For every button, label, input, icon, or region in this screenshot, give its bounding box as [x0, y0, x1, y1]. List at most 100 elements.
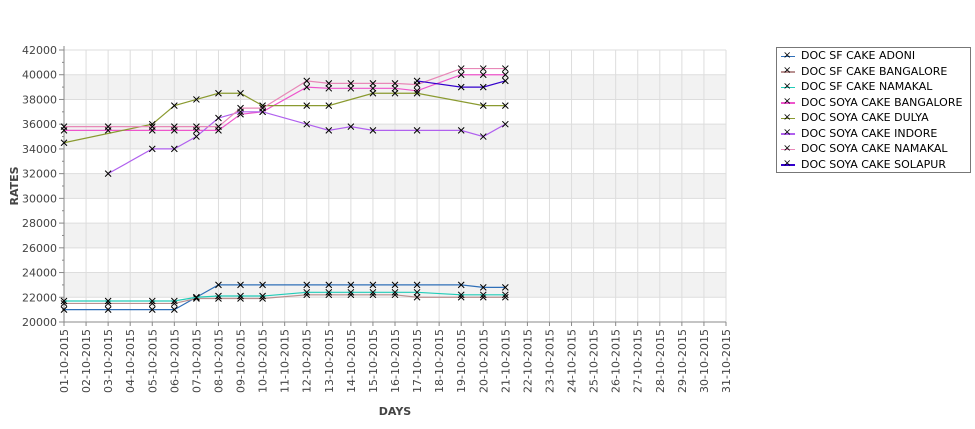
- data-point-marker: [303, 120, 311, 128]
- legend-item: × DOC SF CAKE NAMAKAL: [777, 79, 970, 95]
- y-tick-label: 24000: [22, 267, 57, 280]
- data-point-marker: [391, 281, 399, 289]
- data-point-marker: [237, 292, 244, 300]
- data-point-marker: [479, 83, 487, 91]
- data-point-marker: [215, 292, 222, 300]
- x-tick-label: 03-10-2015: [102, 329, 115, 393]
- y-tick-label: 26000: [22, 242, 57, 255]
- data-point-marker: [369, 281, 377, 289]
- data-point-marker: [303, 83, 311, 91]
- data-point-marker: [457, 281, 465, 289]
- x-tick-label: 26-10-2015: [610, 329, 623, 393]
- data-point-marker: [60, 139, 68, 147]
- data-point-marker: [237, 104, 244, 112]
- x-tick-label: 30-10-2015: [698, 329, 711, 393]
- data-point-marker: [237, 89, 244, 97]
- y-tick-label: 38000: [22, 93, 57, 106]
- data-point-marker: [170, 145, 178, 153]
- x-tick-label: 15-10-2015: [367, 329, 380, 393]
- x-tick-label: 25-10-2015: [588, 329, 601, 393]
- legend-swatch-icon: ×: [781, 50, 795, 61]
- data-point-marker: [193, 96, 200, 103]
- data-point-marker: [479, 65, 487, 72]
- data-point-marker: [391, 84, 399, 92]
- x-tick-label: 14-10-2015: [345, 329, 358, 393]
- data-point-marker: [457, 127, 465, 134]
- data-point-marker: [148, 123, 156, 131]
- x-tick-label: 22-10-2015: [521, 329, 534, 393]
- data-point-marker: [413, 77, 421, 85]
- y-tick-label: 22000: [22, 291, 57, 304]
- data-point-marker: [237, 281, 244, 289]
- data-point-marker: [391, 89, 399, 97]
- legend-item: × DOC SOYA CAKE SOLAPUR: [777, 157, 970, 173]
- data-point-marker: [413, 89, 421, 97]
- x-tick-label: 19-10-2015: [455, 329, 468, 393]
- data-point-marker: [457, 65, 465, 72]
- data-point-marker: [501, 291, 509, 299]
- y-tick-label: 30000: [22, 192, 57, 205]
- data-point-marker: [259, 292, 266, 300]
- x-tick-label: 29-10-2015: [676, 329, 689, 393]
- y-tick-label: 32000: [22, 168, 57, 181]
- x-tick-label: 31-10-2015: [720, 329, 733, 393]
- x-tick-label: 04-10-2015: [124, 329, 137, 393]
- data-point-marker: [347, 84, 355, 92]
- series-line: [63, 92, 506, 144]
- data-point-marker: [148, 306, 156, 313]
- x-tick-label: 28-10-2015: [654, 329, 667, 393]
- data-point-marker: [369, 84, 377, 92]
- data-point-marker: [413, 288, 421, 296]
- legend-label: DOC SF CAKE BANGALORE: [801, 64, 948, 78]
- data-point-marker: [303, 77, 311, 85]
- x-tick-label: 27-10-2015: [632, 329, 645, 393]
- data-point-marker: [413, 127, 421, 134]
- legend-label: DOC SOYA CAKE NAMAKAL: [801, 142, 948, 155]
- legend-item: × DOC SF CAKE ADONI: [777, 48, 970, 64]
- data-point-marker: [347, 281, 355, 289]
- y-tick-label: 34000: [22, 143, 57, 156]
- data-point-marker: [259, 281, 266, 289]
- data-point-marker: [391, 288, 399, 296]
- data-point-marker: [501, 77, 509, 85]
- y-tick-label: 40000: [22, 69, 57, 82]
- x-tick-label: 18-10-2015: [433, 329, 446, 393]
- legend-swatch-icon: ×: [781, 112, 795, 123]
- data-point-marker: [501, 102, 509, 109]
- data-point-marker: [148, 145, 156, 153]
- x-tick-label: 11-10-2015: [279, 329, 292, 393]
- x-tick-label: 23-10-2015: [543, 329, 556, 393]
- x-tick-label: 08-10-2015: [212, 329, 225, 393]
- data-point-marker: [457, 83, 465, 91]
- y-tick-label: 28000: [22, 217, 57, 230]
- y-tick-label: 42000: [22, 44, 57, 57]
- x-tick-label: 21-10-2015: [499, 329, 512, 393]
- data-point-marker: [347, 80, 355, 87]
- data-point-marker: [215, 123, 222, 131]
- data-point-marker: [104, 170, 112, 177]
- legend-label: DOC SF CAKE NAMAKAL: [801, 80, 933, 93]
- data-point-marker: [501, 120, 509, 128]
- legend-swatch-icon: ×: [781, 158, 795, 169]
- data-point-marker: [193, 133, 200, 140]
- data-point-marker: [479, 291, 487, 299]
- x-axis-label: DAYS: [379, 405, 412, 418]
- x-tick-label: 09-10-2015: [235, 329, 248, 393]
- data-point-marker: [391, 80, 399, 87]
- data-point-marker: [303, 281, 311, 289]
- y-tick-label: 20000: [22, 316, 57, 329]
- legend-item: × DOC SF CAKE BANGALORE: [777, 64, 970, 80]
- legend-swatch-icon: ×: [781, 81, 795, 92]
- data-point-marker: [325, 102, 333, 109]
- data-point-marker: [501, 284, 509, 291]
- data-point-marker: [215, 281, 222, 289]
- data-point-marker: [479, 284, 487, 291]
- data-point-marker: [303, 288, 311, 296]
- data-point-marker: [325, 281, 333, 289]
- data-point-marker: [369, 288, 377, 296]
- data-point-marker: [104, 297, 112, 305]
- legend-item: × DOC SOYA CAKE NAMAKAL: [777, 141, 970, 157]
- data-point-marker: [193, 123, 200, 131]
- legend-swatch-icon: ×: [781, 143, 795, 154]
